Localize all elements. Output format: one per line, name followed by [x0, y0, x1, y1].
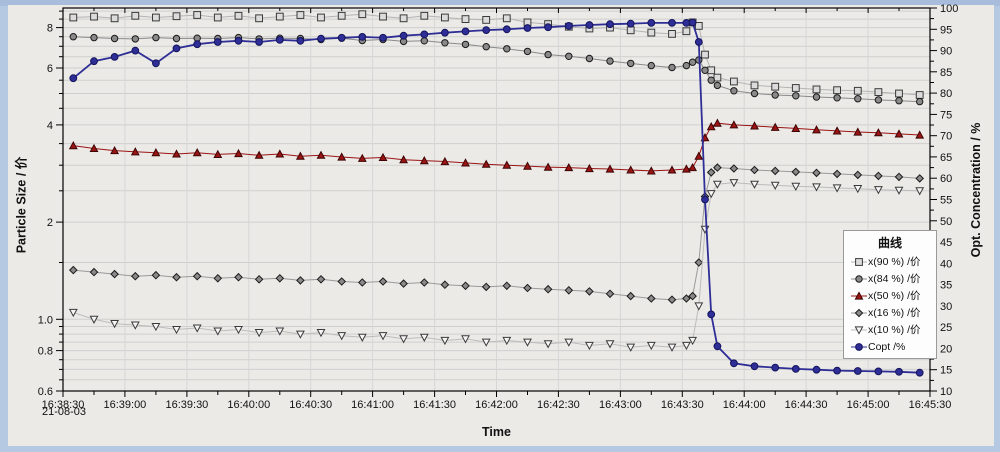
svg-text:16:45:00: 16:45:00	[847, 399, 890, 411]
legend-item-label: x(16 %) /价	[868, 307, 921, 319]
svg-text:30: 30	[940, 301, 952, 313]
svg-text:16:44:00: 16:44:00	[723, 399, 766, 411]
legend-item-label: x(90 %) /价	[868, 256, 921, 268]
legend-title: 曲线	[877, 236, 902, 250]
svg-text:8: 8	[47, 23, 53, 35]
series-5	[69, 18, 924, 377]
svg-text:6: 6	[47, 63, 53, 75]
x-axis-title: Time	[482, 425, 511, 439]
triangle-down-marker-icon	[851, 325, 867, 335]
svg-text:16:42:00: 16:42:00	[475, 399, 518, 411]
svg-text:16:40:00: 16:40:00	[227, 399, 270, 411]
svg-text:50: 50	[940, 216, 952, 228]
right-axis-title: Opt. Concentration / %	[969, 122, 983, 258]
svg-text:16:39:30: 16:39:30	[165, 399, 208, 411]
circle-marker-icon	[851, 274, 867, 283]
diamond-marker-icon	[851, 308, 867, 317]
svg-text:2: 2	[47, 217, 53, 229]
svg-text:85: 85	[940, 67, 952, 79]
svg-text:55: 55	[940, 195, 952, 207]
svg-text:75: 75	[940, 109, 952, 121]
svg-text:16:43:00: 16:43:00	[599, 399, 642, 411]
legend-item-label: Copt /%	[868, 340, 906, 353]
series-0	[69, 10, 924, 99]
svg-text:45: 45	[940, 237, 952, 249]
svg-text:25: 25	[940, 322, 952, 334]
legend-item: Copt /%	[844, 338, 936, 355]
chart-surface	[8, 5, 994, 446]
svg-text:16:45:30: 16:45:30	[909, 399, 952, 411]
svg-text:0.6: 0.6	[38, 386, 53, 398]
svg-text:35: 35	[940, 280, 952, 292]
svg-text:16:39:00: 16:39:00	[103, 399, 146, 411]
legend-item: x(84 %) /价	[844, 270, 936, 287]
svg-text:16:42:30: 16:42:30	[537, 399, 580, 411]
svg-text:90: 90	[940, 46, 952, 58]
svg-text:4: 4	[47, 120, 53, 132]
svg-text:40: 40	[940, 258, 952, 270]
svg-text:0.8: 0.8	[38, 346, 53, 358]
legend-item-label: x(10 %) /价	[868, 324, 921, 336]
legend-item: x(90 %) /价	[844, 253, 936, 270]
triangle-up-marker-icon	[851, 290, 867, 300]
svg-text:100: 100	[940, 3, 958, 15]
svg-text:1.0: 1.0	[38, 314, 53, 326]
series-3	[68, 163, 925, 305]
svg-text:95: 95	[940, 24, 952, 36]
series-4	[68, 179, 925, 352]
circle-marker-icon	[851, 342, 867, 351]
legend-item: x(10 %) /价	[844, 321, 936, 338]
svg-text:60: 60	[940, 173, 952, 185]
date-label: 21-08-03	[41, 406, 87, 418]
svg-text:65: 65	[940, 152, 952, 164]
svg-text:16:41:30: 16:41:30	[413, 399, 456, 411]
svg-text:10: 10	[940, 386, 952, 398]
svg-text:20: 20	[940, 343, 952, 355]
legend-item: x(16 %) /价	[844, 304, 936, 321]
series-2	[68, 118, 925, 175]
svg-text:16:40:30: 16:40:30	[289, 399, 332, 411]
legend-item-label: x(50 %) /价	[868, 290, 921, 302]
left-axis-title: Particle Size / 价	[14, 156, 29, 254]
legend: 曲线 x(90 %) /价 x(84 %) /价 x(50 %) /价 x(16 %)…	[843, 230, 937, 359]
svg-text:16:43:30: 16:43:30	[661, 399, 704, 411]
legend-item: x(50 %) /价	[844, 287, 936, 304]
svg-text:16:41:00: 16:41:00	[351, 399, 394, 411]
square-marker-icon	[851, 257, 867, 266]
svg-text:15: 15	[940, 365, 952, 377]
svg-text:80: 80	[940, 88, 952, 100]
svg-text:70: 70	[940, 131, 952, 143]
svg-text:16:44:30: 16:44:30	[785, 399, 828, 411]
legend-item-label: x(84 %) /价	[868, 273, 921, 285]
svg-text:16:38:30: 16:38:30	[42, 399, 85, 411]
